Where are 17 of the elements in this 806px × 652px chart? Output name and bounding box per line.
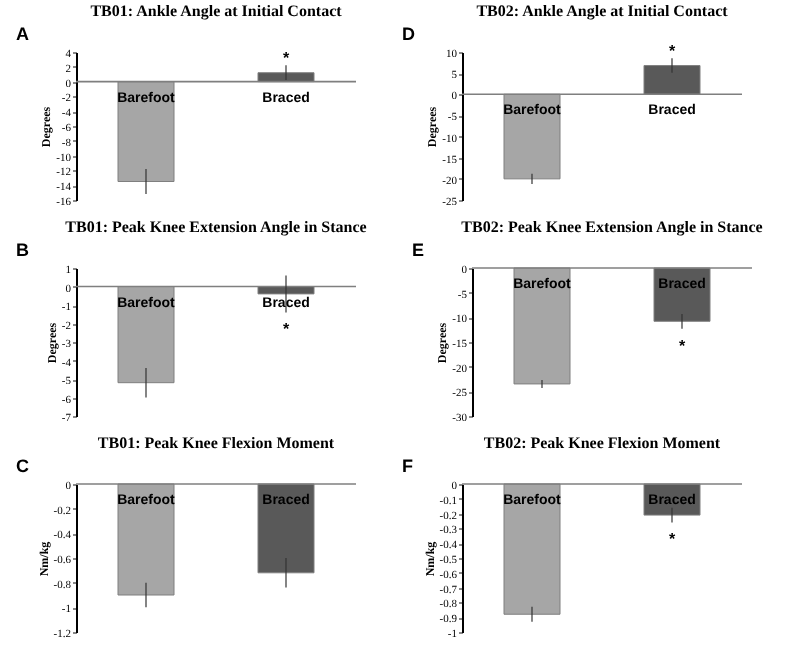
annotation: *	[678, 336, 687, 355]
annotation: *	[668, 42, 677, 61]
chart-title: TB02: Ankle Angle at Initial Contact	[476, 2, 729, 20]
text: A	[16, 24, 30, 44]
chart-title: TB01: Peak Knee Flexion Moment	[97, 434, 335, 452]
chart-title: TB01: Ankle Angle at Initial Contact	[90, 2, 343, 20]
annotation: *	[282, 49, 291, 68]
text: F	[402, 456, 414, 476]
chart-title: TB01: Peak Knee Extension Angle in Stance	[65, 218, 368, 236]
annotation: *	[668, 530, 677, 549]
chart-title: TB02: Peak Knee Flexion Moment	[483, 434, 721, 452]
annotation: *	[282, 320, 291, 339]
chart-title: TB02: Peak Knee Extension Angle in Stance	[461, 218, 764, 236]
text: C	[16, 456, 30, 476]
text: B	[16, 240, 30, 260]
text: D	[402, 24, 416, 44]
text: E	[412, 240, 425, 260]
